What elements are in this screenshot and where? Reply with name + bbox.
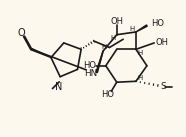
Polygon shape: [31, 49, 51, 58]
Text: H: H: [130, 26, 135, 32]
Text: H: H: [137, 50, 143, 56]
Text: N: N: [55, 82, 62, 92]
Text: HN: HN: [85, 68, 98, 78]
Text: HO: HO: [101, 90, 114, 99]
Text: S: S: [161, 82, 166, 91]
Text: O: O: [17, 28, 25, 38]
Text: HO: HO: [83, 61, 96, 70]
Text: H: H: [110, 35, 115, 41]
Text: H: H: [137, 75, 143, 81]
Polygon shape: [96, 51, 103, 73]
Text: OH: OH: [110, 16, 123, 25]
Text: H: H: [101, 44, 107, 50]
Text: HO: HO: [151, 19, 164, 28]
Text: OH: OH: [155, 38, 168, 47]
Polygon shape: [136, 25, 147, 32]
Text: ...: ...: [79, 44, 84, 49]
